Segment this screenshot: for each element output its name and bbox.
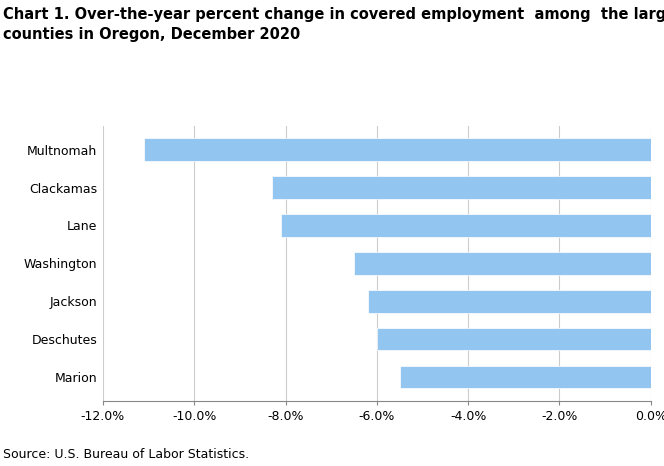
Bar bbox=[400, 365, 651, 388]
Bar bbox=[368, 290, 651, 313]
Text: Chart 1. Over-the-year percent change in covered employment  among  the largest
: Chart 1. Over-the-year percent change in… bbox=[3, 7, 664, 42]
Bar bbox=[272, 176, 651, 199]
Bar bbox=[144, 138, 651, 161]
Bar bbox=[354, 252, 651, 274]
Bar bbox=[377, 328, 651, 350]
Text: Source: U.S. Bureau of Labor Statistics.: Source: U.S. Bureau of Labor Statistics. bbox=[3, 448, 250, 461]
Bar bbox=[281, 214, 651, 237]
